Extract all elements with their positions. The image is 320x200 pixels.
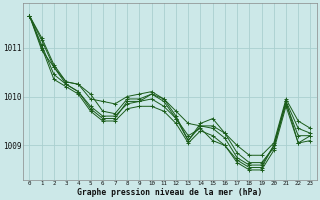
- X-axis label: Graphe pression niveau de la mer (hPa): Graphe pression niveau de la mer (hPa): [77, 188, 263, 197]
